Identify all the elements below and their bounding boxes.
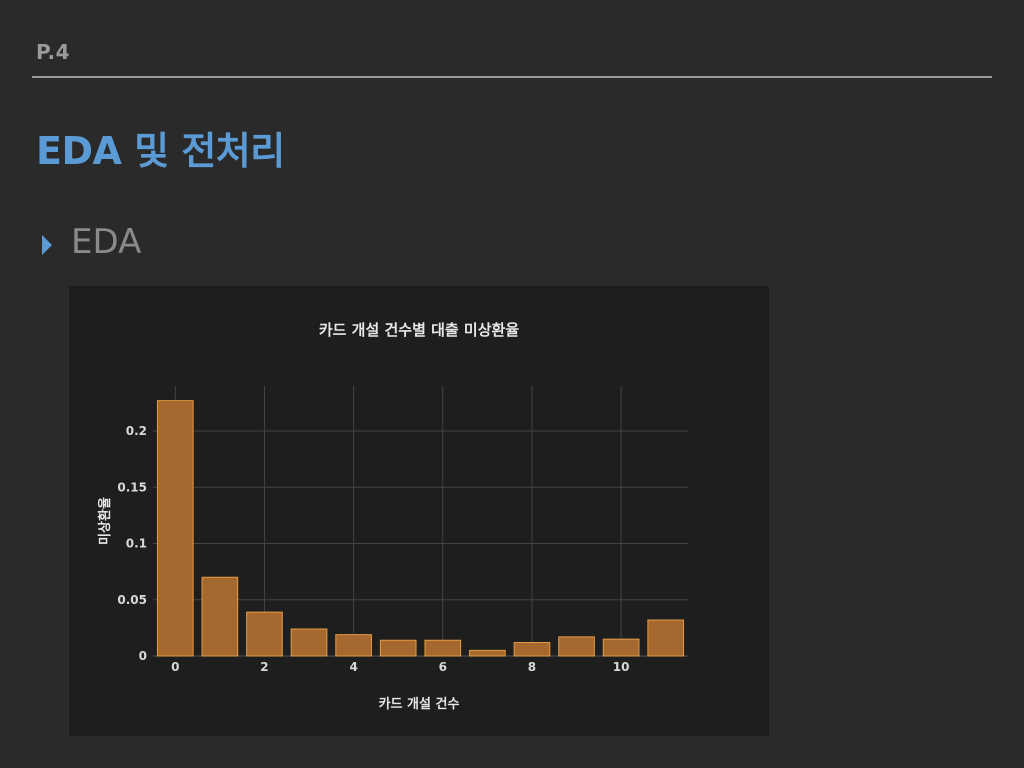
x-tick-label: 4: [349, 660, 357, 674]
bar: [647, 619, 685, 657]
slide-title: EDA 및 전처리: [36, 129, 285, 173]
header-divider: [32, 76, 992, 78]
x-axis-title: 카드 개설 건수: [379, 696, 460, 712]
x-tick-label: 6: [439, 660, 447, 674]
chart-title: 카드 개설 건수별 대출 미상환율: [319, 321, 519, 339]
chart-panel: 카드 개설 건수별 대출 미상환율 0 0.05 0.1 0.15 0.2 0 2 4 6 8 10…: [69, 286, 769, 736]
y-axis-title: 미상환율: [97, 497, 113, 545]
y-tick-label: 0.2: [126, 424, 147, 438]
bullet-arrow-icon: [42, 235, 52, 255]
bar-layer: [156, 400, 685, 657]
bar: [246, 611, 283, 657]
y-tick-label: 0: [139, 649, 147, 663]
bar: [201, 576, 239, 657]
x-tick-label: 2: [260, 660, 268, 674]
bar: [558, 636, 595, 657]
bar: [513, 642, 551, 657]
bar: [335, 634, 372, 657]
page-number: P.4: [36, 40, 70, 64]
bar-chart: 카드 개설 건수별 대출 미상환율 0 0.05 0.1 0.15 0.2 0 2 4 6 8 10…: [97, 321, 688, 712]
y-tick-label: 0.1: [126, 537, 147, 551]
x-tick-label: 8: [528, 660, 536, 674]
x-tick-label: 10: [613, 660, 630, 674]
bar: [379, 639, 417, 657]
y-tick-label: 0.05: [117, 593, 147, 607]
bar: [424, 639, 462, 657]
bar: [290, 628, 328, 657]
x-tick-label: 0: [171, 660, 179, 674]
bar: [469, 649, 506, 657]
section-label: EDA: [71, 222, 142, 262]
tick-layer: 0 0.05 0.1 0.15 0.2 0 2 4 6 8 10: [117, 424, 629, 674]
y-tick-label: 0.15: [117, 480, 147, 494]
bar: [602, 638, 640, 657]
bar: [156, 400, 194, 657]
